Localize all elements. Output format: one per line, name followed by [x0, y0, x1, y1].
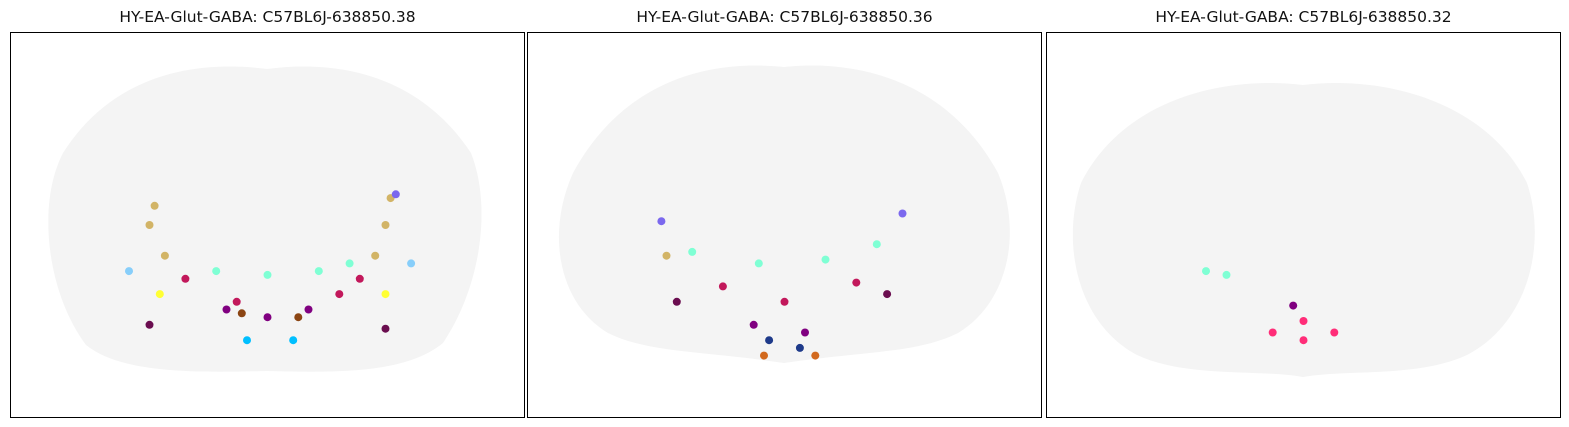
scatter-point: [304, 305, 313, 314]
scatter-point: [381, 324, 390, 333]
scatter-point: [181, 274, 190, 283]
panel-2: HY-EA-Glut-GABA: C57BL6J-638850.36: [527, 0, 1042, 427]
scatter-point: [883, 290, 892, 299]
panel-3: HY-EA-Glut-GABA: C57BL6J-638850.32: [1046, 0, 1561, 427]
scatter-point: [1330, 328, 1339, 337]
scatter-point: [657, 217, 666, 226]
scatter-point: [765, 336, 774, 345]
scatter-point: [150, 201, 159, 210]
brain-section-silhouette: [1072, 83, 1535, 377]
scatter-point: [345, 259, 354, 268]
scatter-point: [145, 320, 154, 329]
scatter-point: [754, 259, 763, 268]
brain-section-silhouette: [48, 66, 482, 372]
scatter-point: [232, 297, 241, 306]
scatter-point: [672, 297, 681, 306]
scatter-plot: [558, 65, 1010, 363]
scatter-point: [780, 297, 789, 306]
scatter-point: [381, 290, 390, 299]
scatter-point: [898, 209, 907, 218]
scatter-point: [381, 221, 390, 229]
plot-area: [527, 32, 1042, 418]
scatter-point: [872, 240, 881, 249]
scatter-point: [688, 247, 697, 256]
scatter-point: [811, 351, 820, 360]
scatter-point: [237, 309, 246, 318]
scatter-point: [407, 259, 416, 268]
scatter-point: [749, 320, 758, 329]
scatter-point: [160, 251, 169, 260]
panel-title: HY-EA-Glut-GABA: C57BL6J-638850.32: [1155, 8, 1452, 26]
scatter-point: [125, 267, 133, 276]
scatter-point: [801, 328, 809, 337]
scatter-point: [821, 255, 830, 264]
scatter-point: [760, 351, 768, 360]
scatter-point: [852, 278, 861, 287]
scatter-point: [1289, 301, 1298, 310]
scatter-point: [294, 313, 303, 322]
panel-1: HY-EA-Glut-GABA: C57BL6J-638850.38: [10, 0, 525, 427]
scatter-point: [222, 305, 231, 314]
plot-area: [1046, 32, 1561, 418]
scatter-point: [145, 221, 154, 229]
scatter-point: [1299, 336, 1308, 345]
scatter-point: [1222, 270, 1231, 279]
scatter-plot: [48, 66, 482, 372]
scatter-point: [263, 313, 272, 322]
scatter-point: [335, 290, 344, 299]
plot-area: [10, 32, 525, 418]
scatter-point: [662, 251, 671, 260]
scatter-point: [371, 251, 380, 260]
scatter-point: [391, 190, 400, 199]
scatter-point: [212, 267, 221, 276]
scatter-point: [314, 267, 323, 276]
scatter-point: [263, 270, 272, 279]
brain-section-silhouette: [558, 65, 1010, 363]
scatter-point: [795, 343, 804, 352]
scatter-point: [355, 274, 364, 283]
scatter-point: [718, 282, 727, 291]
scatter-point: [1268, 328, 1277, 337]
scatter-point: [1202, 267, 1210, 276]
scatter-point: [1299, 317, 1308, 325]
panel-title: HY-EA-Glut-GABA: C57BL6J-638850.36: [636, 8, 933, 26]
scatter-point: [155, 290, 164, 299]
scatter-point: [289, 336, 298, 345]
panel-title: HY-EA-Glut-GABA: C57BL6J-638850.38: [119, 8, 416, 26]
scatter-point: [243, 336, 251, 345]
scatter-plot: [1072, 83, 1535, 377]
